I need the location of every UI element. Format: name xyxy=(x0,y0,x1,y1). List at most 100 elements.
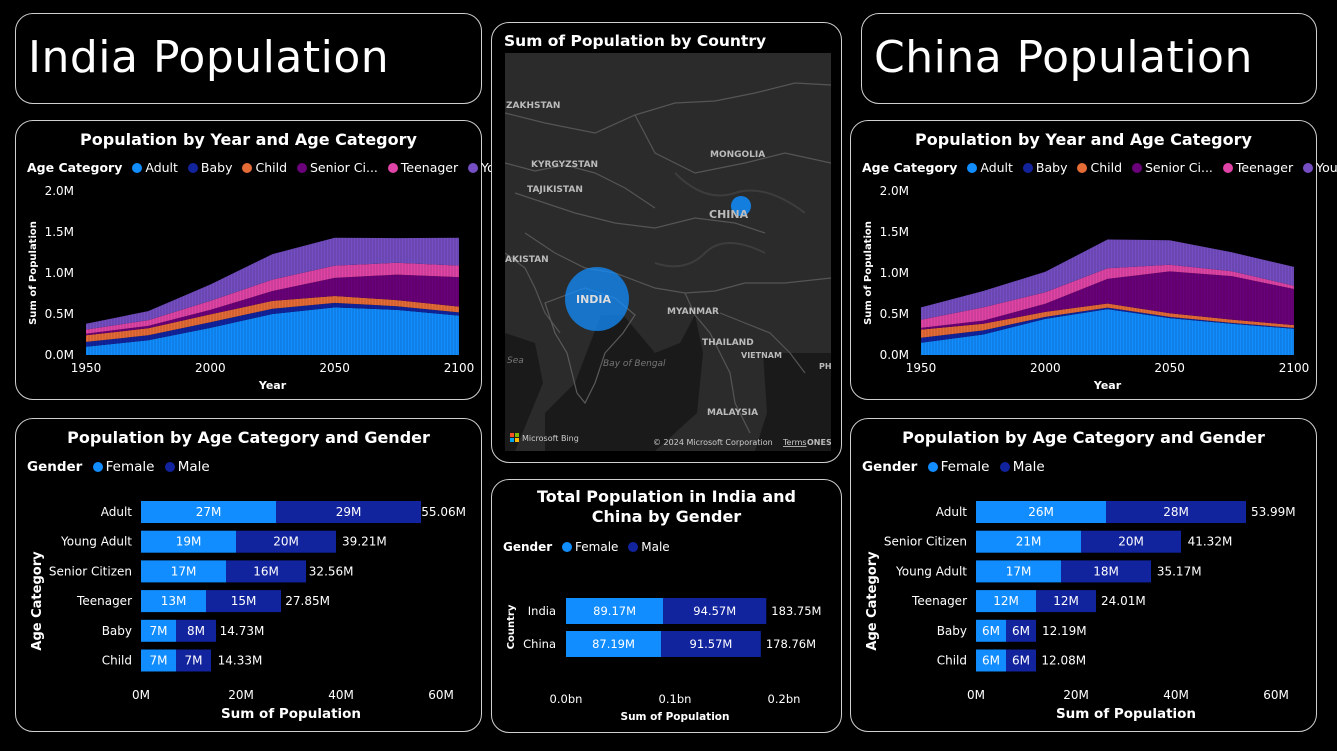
legend-item-senior[interactable]: Senior Ci... xyxy=(296,160,378,175)
y-tick-label: 1.0M xyxy=(45,266,74,280)
map-title: Sum of Population by Country xyxy=(504,32,767,50)
india-bar-chart[interactable]: Adult 27M 29M 55.06M Young Adult 19M 20M 39.21M… xyxy=(16,481,481,731)
china-area-chart[interactable]: 0.0M 0.5M 1.0M 1.5M 2.0M 1950 2000 2050 2100 Year… xyxy=(851,179,1316,399)
area-series-senior-citizen xyxy=(921,271,1294,330)
china-area-legend[interactable]: Age Category Adult Baby Child Senior Ci.… xyxy=(862,160,1337,175)
india-page-title: India Population xyxy=(28,32,390,83)
bar-data-label: 20M xyxy=(1118,535,1144,549)
legend-dot xyxy=(242,163,253,173)
china-population-bubble[interactable] xyxy=(731,196,751,216)
legend-dot xyxy=(1022,163,1033,173)
legend-item-female[interactable]: Female xyxy=(92,459,154,475)
bar-data-label: 26M xyxy=(1028,505,1054,519)
map-label-kazakhstan: ZAKHSTAN xyxy=(506,101,560,111)
legend-item-female[interactable]: Female xyxy=(562,540,618,554)
legend-label: Female xyxy=(575,540,619,554)
legend-title: Gender xyxy=(862,459,918,475)
category-label: Teenager xyxy=(911,594,967,608)
bar-female xyxy=(141,501,276,523)
bar-total-label: 53.99M xyxy=(1251,505,1296,519)
bar-female xyxy=(976,501,1106,523)
category-label: Child xyxy=(102,654,132,668)
x-tick-label: 0.1bn xyxy=(659,692,692,706)
bar-male xyxy=(176,649,211,672)
india-area-legend[interactable]: Age Category Adult Baby Child Senior Ci.… xyxy=(27,160,549,175)
legend-item-baby[interactable]: Baby xyxy=(187,160,232,175)
china-bar-chart[interactable]: Adult 26M 28M 53.99M Senior Citizen 21M 20M 41.… xyxy=(851,481,1316,731)
total-population-card[interactable]: Total Population in India and China by G… xyxy=(491,479,842,733)
india-gender-legend[interactable]: Gender Female Male xyxy=(27,459,216,475)
legend-item-male[interactable]: Male xyxy=(164,459,210,475)
india-population-bubble[interactable] xyxy=(565,267,629,331)
legend-dot xyxy=(1303,163,1314,173)
bar-data-label: 87.19M xyxy=(592,637,635,651)
bar-male xyxy=(661,631,761,657)
x-tick-label: 40M xyxy=(328,688,354,702)
legend-item-female[interactable]: Female xyxy=(927,459,989,475)
bar-data-label: 28M xyxy=(1163,505,1189,519)
map-card[interactable]: Sum of Population by Country xyxy=(491,22,842,463)
category-label: Baby xyxy=(937,624,967,638)
x-tick-label: 0.2bn xyxy=(768,692,801,706)
china-bar-chart-card[interactable]: Population by Age Category and Gender Ge… xyxy=(850,418,1317,732)
legend-item-baby[interactable]: Baby xyxy=(1022,160,1068,175)
legend-item-senior[interactable]: Senior Ci... xyxy=(1131,160,1213,175)
legend-label: Adult xyxy=(145,160,178,175)
category-label: Senior Citizen xyxy=(884,535,967,549)
y-axis-title: Age Category xyxy=(30,551,45,651)
china-gender-legend[interactable]: Gender Female Male xyxy=(862,459,1051,475)
y-tick-label: 0.0M xyxy=(880,348,909,362)
map-canvas[interactable]: ZAKHSTAN MONGOLIA KYRGYZSTAN TAJIKISTAN … xyxy=(505,53,831,451)
bar-total-label: 32.56M xyxy=(309,564,354,578)
map-label-india: INDIA xyxy=(576,293,612,306)
y-tick-label: 2.0M xyxy=(880,184,909,198)
area-series-child xyxy=(86,296,459,342)
area-series-adult xyxy=(921,309,1294,355)
legend-title: Gender xyxy=(27,459,83,475)
bar-total-label: 12.19M xyxy=(1042,624,1087,638)
category-label: India xyxy=(528,604,556,618)
map-svg[interactable]: ZAKHSTAN MONGOLIA KYRGYZSTAN TAJIKISTAN … xyxy=(505,53,831,451)
legend-item-adult[interactable]: Adult xyxy=(132,160,178,175)
china-area-chart-card[interactable]: Population by Year and Age Category Age … xyxy=(850,120,1337,400)
map-label-tajikistan: TAJIKISTAN xyxy=(527,185,583,195)
legend-item-male[interactable]: Male xyxy=(628,540,670,554)
bar-male xyxy=(663,598,767,624)
bar-total-label: 183.75M xyxy=(771,604,821,618)
area-series-young-adult xyxy=(86,237,459,330)
india-area-chart-card[interactable]: Population by Year and Age Category Age … xyxy=(15,120,543,400)
map-label-ones: ONES xyxy=(807,438,831,447)
x-axis-title: Year xyxy=(1093,379,1122,392)
legend-label: Male xyxy=(1012,459,1045,475)
china-area-chart-title: Population by Year and Age Category xyxy=(915,130,1252,149)
bar-data-label: 21M xyxy=(1016,535,1042,549)
bar-total-label: 12.08M xyxy=(1041,654,1086,668)
total-population-bar-chart[interactable]: India 89.17M 94.57M 183.75M China 87.19M 91.57… xyxy=(492,560,841,730)
india-area-chart[interactable]: 0.0M 0.5M 1.0M 1.5M 2.0M 1950 2000 2050 2100 Year… xyxy=(16,179,481,399)
map-terms-link[interactable]: Terms xyxy=(782,438,807,447)
bar-data-label: 15M xyxy=(231,594,257,608)
legend-dot xyxy=(628,542,639,552)
india-bar-chart-card[interactable]: Population by Age Category and Gender Ge… xyxy=(15,418,482,732)
total-gender-legend[interactable]: Gender Female Male xyxy=(503,540,676,554)
bar-female xyxy=(566,631,662,657)
y-tick-label: 0.5M xyxy=(880,307,909,321)
bar-total-label: 35.17M xyxy=(1157,564,1202,578)
bar-data-label: 16M xyxy=(253,564,279,578)
china-bar-chart-title: Population by Age Category and Gender xyxy=(902,428,1265,447)
x-tick-label: 20M xyxy=(1063,688,1089,702)
bar-male xyxy=(1081,530,1181,553)
legend-item-child[interactable]: Child xyxy=(1077,160,1122,175)
legend-label: Baby xyxy=(1035,160,1068,175)
china-title-card: China Population xyxy=(861,13,1317,104)
legend-dot xyxy=(1222,163,1233,173)
legend-item-teenager[interactable]: Teenager xyxy=(387,160,458,175)
legend-item-male[interactable]: Male xyxy=(999,459,1045,475)
legend-item-child[interactable]: Child xyxy=(242,160,287,175)
y-axis-title: Sum of Population xyxy=(28,221,39,325)
legend-item-young-adult[interactable]: Young A... xyxy=(1303,160,1337,175)
area-series-child xyxy=(921,303,1294,338)
x-tick-label: 60M xyxy=(1263,688,1289,702)
legend-item-teenager[interactable]: Teenager xyxy=(1222,160,1293,175)
legend-item-adult[interactable]: Adult xyxy=(967,160,1013,175)
